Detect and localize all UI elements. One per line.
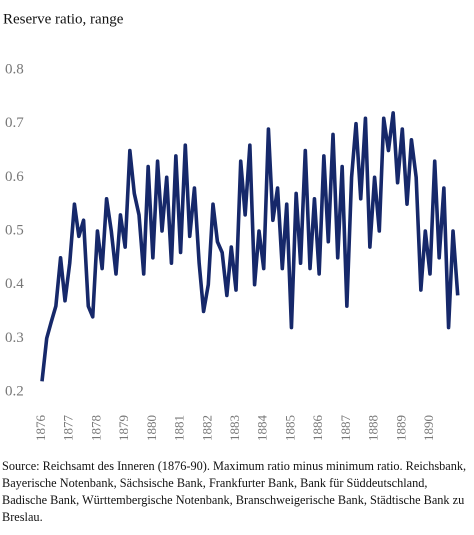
y-tick-label: 0.6 (5, 169, 24, 185)
x-tick-label: 1888 (366, 415, 381, 441)
x-tick-label: 1878 (88, 415, 103, 441)
x-tick-label: 1890 (421, 415, 436, 441)
chart: Reserve ratio, range 0.2 0.3 0.4 0.5 0.6 0.7 0… (3, 11, 460, 442)
y-tick-label: 0.5 (5, 222, 24, 238)
x-tick-label: 1887 (338, 415, 353, 442)
x-tick-label: 1884 (255, 415, 270, 442)
x-tick-label: 1879 (116, 415, 131, 441)
x-tick-label: 1876 (33, 415, 48, 442)
y-tick-label: 0.2 (5, 383, 24, 399)
x-tick-label: 1877 (61, 415, 76, 442)
x-tick-label: 1886 (310, 415, 325, 442)
x-tick-label: 1880 (144, 415, 159, 441)
source-note: Source: Reichsamt des Inneren (1876-90).… (2, 459, 467, 524)
x-tick-label: 1883 (227, 415, 242, 441)
x-tick-label: 1889 (393, 415, 408, 441)
y-tick-label: 0.8 (5, 61, 24, 77)
y-tick-label: 0.3 (5, 330, 24, 346)
y-tick-label: 0.4 (5, 276, 24, 292)
y-tick-label: 0.7 (5, 115, 24, 131)
x-tick-label: 1882 (199, 415, 214, 441)
chart-title: Reserve ratio, range (3, 11, 124, 27)
x-tick-label: 1881 (172, 415, 187, 441)
data-line (40, 111, 460, 382)
x-tick-label: 1885 (282, 415, 297, 441)
